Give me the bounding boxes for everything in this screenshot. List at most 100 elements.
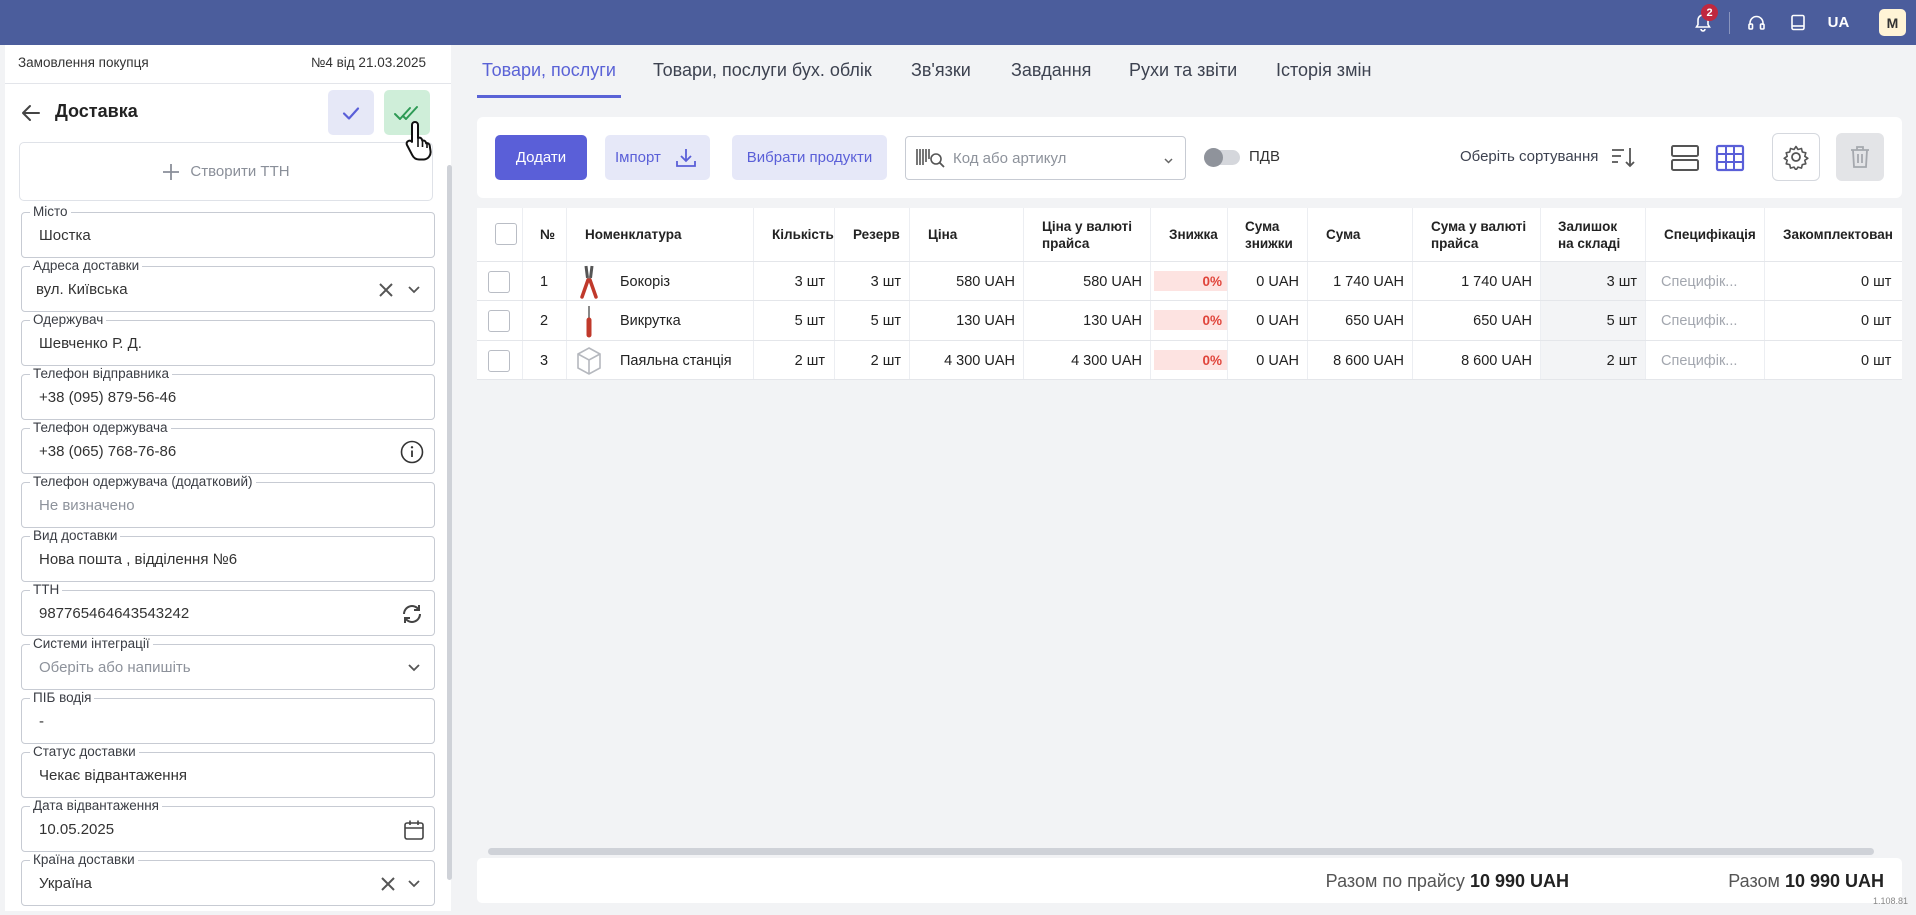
row-checkbox[interactable] [488,310,510,332]
tab-goods-services[interactable]: Товари, послуги [482,60,616,80]
chevron-down-icon[interactable] [402,278,426,302]
language-switcher[interactable]: UA [1827,14,1850,31]
ttn-field[interactable]: ТТН 987765464643543242 [21,582,435,636]
pliers-icon [577,262,601,301]
col-sum-currency-line2: прайса [1431,235,1479,251]
col-discount-sum[interactable]: Сума знижки [1245,208,1293,261]
hand-cursor-icon [402,118,442,166]
back-arrow-icon[interactable] [19,101,45,127]
bell-icon[interactable]: 2 [1690,4,1718,35]
search-input[interactable]: Код або артикул [905,136,1186,180]
vat-toggle[interactable] [1204,148,1240,167]
integration-select[interactable]: Системи інтеграції Оберіть або напишіть [21,636,435,690]
barcode-search-icon [915,146,947,174]
row-checkbox[interactable] [488,271,510,293]
field-value: Нова пошта , відділення №6 [39,551,238,568]
qty: 3 шт [794,273,825,290]
confirm-all-button[interactable] [384,90,430,135]
delete-button[interactable] [1836,133,1884,181]
city-field[interactable]: Місто Шостка [21,204,435,258]
field-label: Вид доставки [30,528,121,544]
tab-tasks[interactable]: Завдання [1011,60,1092,80]
tab-links[interactable]: Зв'язки [911,60,971,80]
vat-label: ПДВ [1249,148,1280,165]
create-ttn-button[interactable]: Створити ТТН [19,142,433,201]
col-qty[interactable]: Кількість [772,227,834,242]
add-button[interactable]: Додати [495,135,587,180]
field-value: вул. Київська [36,281,128,298]
discount-value[interactable]: 0% [1154,271,1227,291]
grid-view-icon[interactable] [1715,143,1745,177]
chevron-down-icon[interactable] [1164,151,1173,168]
col-reserve[interactable]: Резерв [853,227,900,242]
settings-button[interactable] [1772,133,1820,181]
headset-icon[interactable] [1744,10,1769,35]
col-sum[interactable]: Сума [1326,227,1361,242]
left-panel-scrollbar[interactable] [447,165,452,880]
avatar: M [1879,9,1906,36]
discount-value[interactable]: 0% [1154,350,1227,370]
spec-field[interactable]: Специфік... [1661,352,1738,369]
stock: 3 шт [1606,273,1637,290]
row-checkbox[interactable] [488,350,510,372]
recipient-phone-extra-field[interactable]: Телефон одержувача (додатковий) Не визна… [21,474,435,528]
chevron-down-icon[interactable] [402,872,426,896]
select-all-checkbox[interactable] [495,223,517,245]
item-name[interactable]: Викрутка [620,312,681,329]
col-price-currency[interactable]: Ціна у валюті прайса [1042,208,1132,261]
address-field[interactable]: Адреса доставки вул. Київська [21,258,435,312]
clear-icon[interactable] [376,872,400,896]
sort-icon[interactable] [1610,145,1636,173]
tab-movements-reports[interactable]: Рухи та звіти [1129,60,1238,80]
spec-field[interactable]: Специфік... [1661,273,1738,290]
create-ttn-label: Створити ТТН [190,163,290,180]
chevron-down-icon[interactable] [402,656,426,680]
list-view-icon[interactable] [1670,143,1700,177]
item-name[interactable]: Паяльна станція [620,352,732,369]
book-icon[interactable] [1785,10,1810,35]
col-item[interactable]: Номенклатура [585,227,682,242]
import-button[interactable]: Імпорт [605,135,710,180]
price-currency: 130 UAH [1083,312,1142,329]
delivery-type-field[interactable]: Вид доставки Нова пошта , відділення №6 [21,528,435,582]
sort-select[interactable]: Оберіть сортування [1460,148,1599,165]
delivery-status-field[interactable]: Статус доставки Чекає відвантаження [21,744,435,798]
tab-history[interactable]: Історія змін [1276,60,1372,80]
user-avatar-button[interactable]: M [1879,9,1906,36]
col-stock[interactable]: Залишок на складі [1558,208,1620,261]
spec-field[interactable]: Специфік... [1661,312,1738,329]
ship-date-field[interactable]: Дата відвантаження 10.05.2025 [21,798,435,852]
field-value: 987765464643543242 [39,605,190,622]
col-complete[interactable]: Закомплектован [1783,227,1893,242]
driver-field[interactable]: ПІБ водія - [21,690,435,744]
select-products-button[interactable]: Вибрати продукти [732,135,887,180]
country-field[interactable]: Країна доставки Україна [21,852,435,906]
sender-phone-field[interactable]: Телефон відправника +38 (095) 879-56-46 [21,366,435,420]
products-table: № Номенклатура Кількість Резерв Ціна Цін… [477,208,1902,380]
total: Разом 10 990 UAH [1728,871,1884,892]
stock: 2 шт [1606,352,1637,369]
field-value: +38 (095) 879-56-46 [39,389,177,406]
refresh-icon[interactable] [400,602,424,626]
field-value: +38 (065) 768-76-86 [39,443,177,460]
col-spec[interactable]: Специфікація [1664,227,1756,242]
check-icon [342,106,360,120]
clear-icon[interactable] [374,278,398,302]
discount-value[interactable]: 0% [1154,310,1227,330]
recipient-phone-field[interactable]: Телефон одержувача +38 (065) 768-76-86 [21,420,435,474]
item-name[interactable]: Бокоріз [620,273,671,290]
tab-goods-accounting[interactable]: Товари, послуги бух. облік [653,60,872,80]
sum: 650 UAH [1345,312,1404,329]
table-horizontal-scrollbar[interactable] [488,848,1874,855]
field-placeholder: Оберіть або напишіть [39,659,191,676]
recipient-field[interactable]: Одержувач Шевченко Р. Д. [21,312,435,366]
col-sum-currency[interactable]: Сума у валюті прайса [1431,208,1526,261]
info-icon[interactable] [400,440,424,464]
calendar-icon[interactable] [402,818,426,842]
col-price[interactable]: Ціна [928,227,958,242]
total-value: 10 990 UAH [1784,871,1884,891]
confirm-button[interactable] [328,90,374,135]
app-version: 1.108.81 [1872,896,1908,906]
col-discount[interactable]: Знижка [1169,227,1218,242]
order-type: Замовлення покупця [18,55,149,70]
